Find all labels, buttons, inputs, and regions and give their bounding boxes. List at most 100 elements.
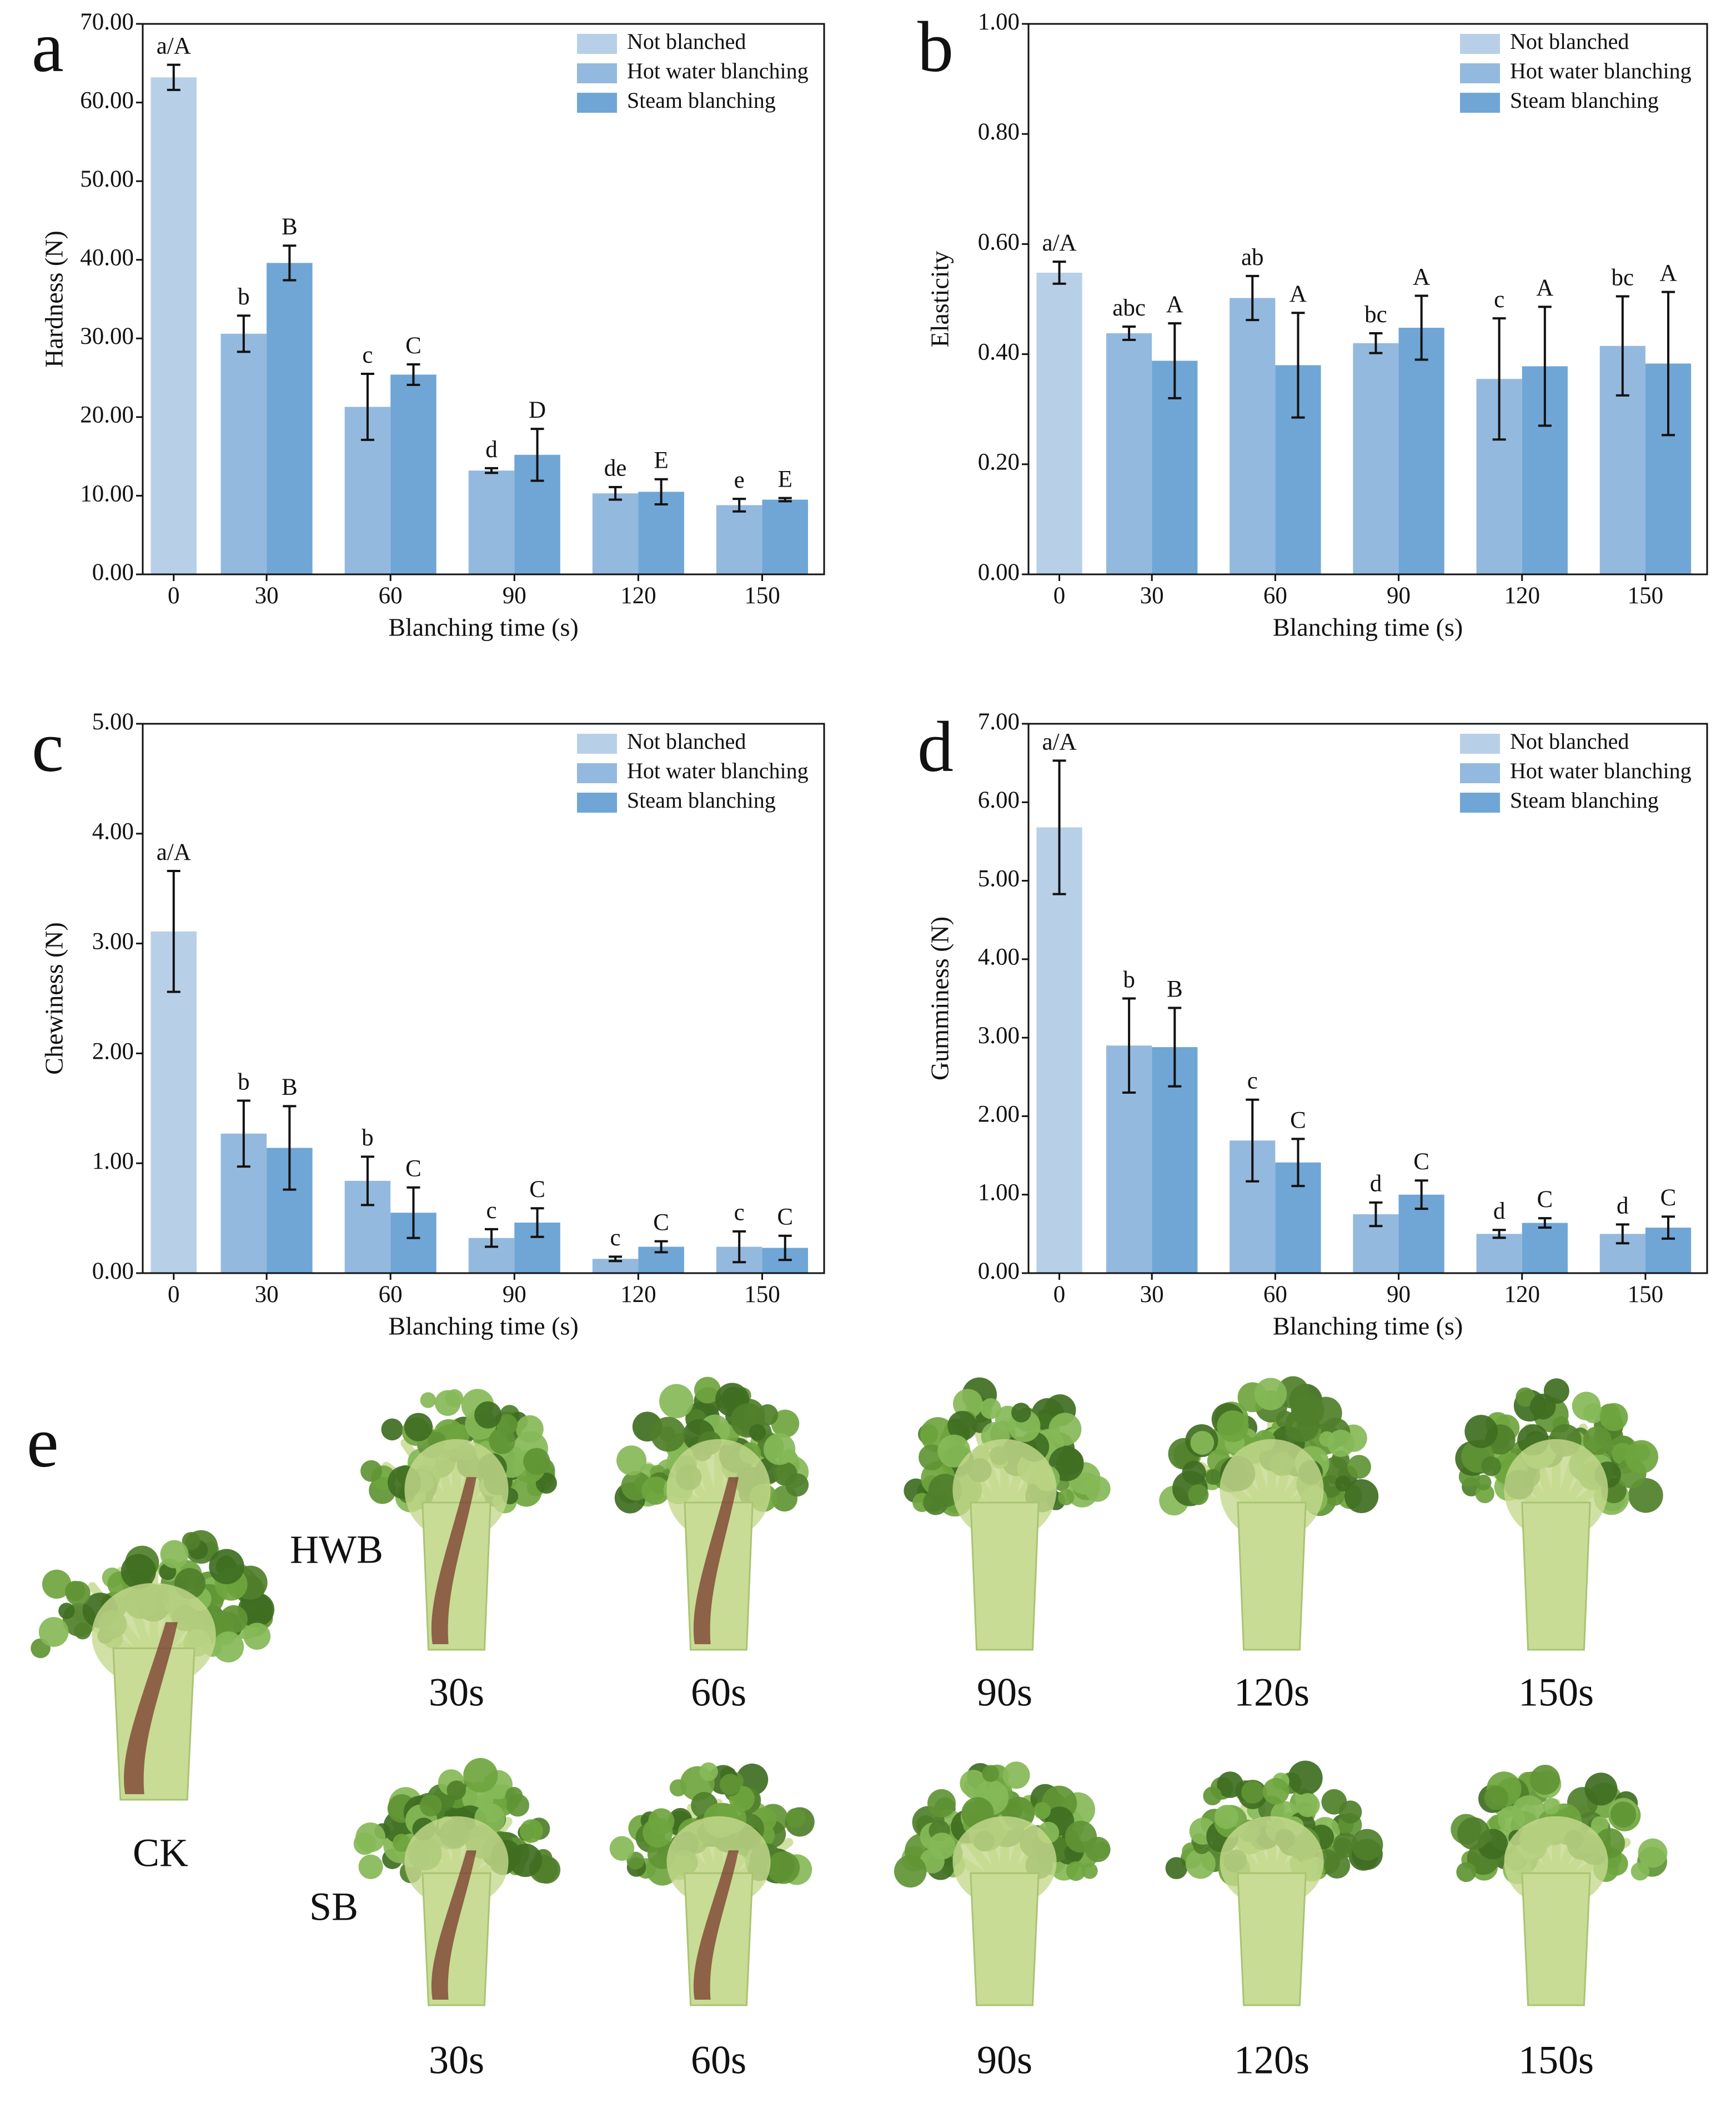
time-label: 30s [429, 1670, 484, 1715]
error-bar [1246, 1098, 1260, 1183]
broccoli-floret [1530, 1765, 1561, 1795]
y-tick-label: 70.00 [80, 9, 134, 35]
significance-label: c [734, 1200, 745, 1226]
error-bar [778, 497, 792, 503]
bar [390, 374, 436, 574]
broccoli-floret [1481, 1456, 1502, 1476]
x-axis-label: Blanching time (s) [388, 613, 578, 642]
broccoli-floret [1456, 1862, 1477, 1882]
significance-label: C [1660, 1185, 1677, 1211]
legend-swatch [1460, 763, 1500, 783]
time-label: 60s [691, 2038, 746, 2082]
error-bar [654, 478, 668, 506]
y-tick-label: 50.00 [80, 166, 134, 192]
significance-label: a/A [157, 33, 191, 59]
broccoli-floret [650, 1416, 686, 1452]
broccoli-floret [1085, 1476, 1111, 1502]
broccoli-floret [641, 1476, 670, 1505]
significance-label: ab [1241, 244, 1264, 271]
x-tick-label: 30 [255, 583, 279, 609]
broccoli-floret [1081, 1862, 1098, 1879]
broccoli-floret [463, 1757, 498, 1793]
broccoli-floret [1296, 1792, 1320, 1817]
error-bar [1052, 759, 1066, 895]
legend-swatch [577, 93, 617, 113]
broccoli-floret [980, 1398, 1001, 1419]
y-axis-label: Elasticity [926, 251, 954, 348]
broccoli-floret [1347, 1455, 1371, 1479]
significance-label: e [734, 467, 745, 493]
broccoli-floret [505, 1787, 523, 1805]
legend-label: Hot water blanching [1510, 58, 1692, 83]
broccoli-floret [699, 1762, 718, 1781]
significance-label: C [777, 1204, 793, 1230]
plot-frame [1027, 23, 1708, 575]
x-tick-label: 150 [744, 1281, 780, 1308]
broccoli-photo [353, 1757, 561, 2006]
broccoli-floret [1498, 1805, 1526, 1834]
y-tick-label: 30.00 [80, 323, 134, 349]
broccoli-floret [1484, 1786, 1509, 1810]
broccoli-photo [1165, 1760, 1383, 2006]
y-tick-label: 0.40 [978, 339, 1020, 365]
broccoli-floret [1066, 1861, 1086, 1881]
broccoli-floret [1190, 1431, 1215, 1455]
row-label: HWB [290, 1528, 383, 1572]
y-tick-label: 6.00 [978, 787, 1020, 813]
broccoli-stem [1521, 1501, 1591, 1651]
broccoli-browning [431, 1850, 476, 2000]
bar [468, 470, 515, 574]
broccoli-stem [1237, 1872, 1307, 2006]
y-tick-label: 4.00 [978, 944, 1020, 970]
broccoli-floret [767, 1851, 800, 1884]
x-tick-label: 0 [168, 583, 180, 609]
legend-label: Steam blanching [1510, 788, 1659, 813]
error-bar [1369, 1201, 1383, 1228]
y-tick-label: 2.00 [978, 1101, 1020, 1127]
y-tick-label: 20.00 [80, 402, 134, 428]
legend-swatch [577, 34, 617, 54]
error-bar [609, 485, 623, 501]
broccoli-floret [358, 1854, 383, 1879]
x-tick-label: 150 [1628, 1281, 1664, 1308]
broccoli-photo [1455, 1378, 1663, 1651]
x-tick-label: 0 [1053, 583, 1066, 609]
broccoli-floret [1214, 1805, 1239, 1829]
error-bar [283, 244, 297, 282]
error-bar [485, 467, 499, 474]
significance-label: bc [1364, 302, 1387, 328]
significance-label: E [778, 467, 792, 493]
plot-frame [1027, 723, 1708, 1274]
broccoli-floret [1217, 1771, 1243, 1798]
broccoli-floret [1638, 1838, 1668, 1868]
significance-label: a/A [1042, 230, 1076, 256]
significance-label: C [1290, 1107, 1306, 1133]
legend-label: Not blanched [1510, 729, 1629, 754]
x-tick-label: 150 [744, 583, 780, 609]
y-tick-label: 5.00 [92, 709, 134, 735]
legend-label: Hot water blanching [627, 58, 809, 83]
x-tick-label: 90 [503, 583, 526, 609]
broccoli-floret [785, 1473, 809, 1497]
row-label: SB [309, 1885, 358, 1929]
x-tick-label: 0 [168, 1281, 180, 1308]
error-bar [530, 428, 544, 482]
broccoli-floret [1599, 1403, 1628, 1431]
broccoli-floret [446, 1780, 466, 1800]
significance-label: b [238, 284, 250, 310]
broccoli-stem [970, 1872, 1040, 2006]
x-tick-label: 120 [1504, 1281, 1540, 1308]
y-tick-label: 1.00 [92, 1148, 134, 1174]
significance-label: abc [1112, 295, 1146, 321]
error-bar [1492, 1229, 1506, 1239]
significance-label: A [1659, 260, 1677, 286]
x-tick-label: 60 [1263, 583, 1287, 609]
bar [592, 493, 639, 574]
broccoli-floret [489, 1428, 515, 1454]
error-bar [732, 1230, 746, 1264]
broccoli-floret [648, 1808, 675, 1835]
broccoli-floret [1336, 1837, 1352, 1854]
broccoli-floret [785, 1808, 806, 1828]
significance-label: A [1166, 292, 1183, 318]
